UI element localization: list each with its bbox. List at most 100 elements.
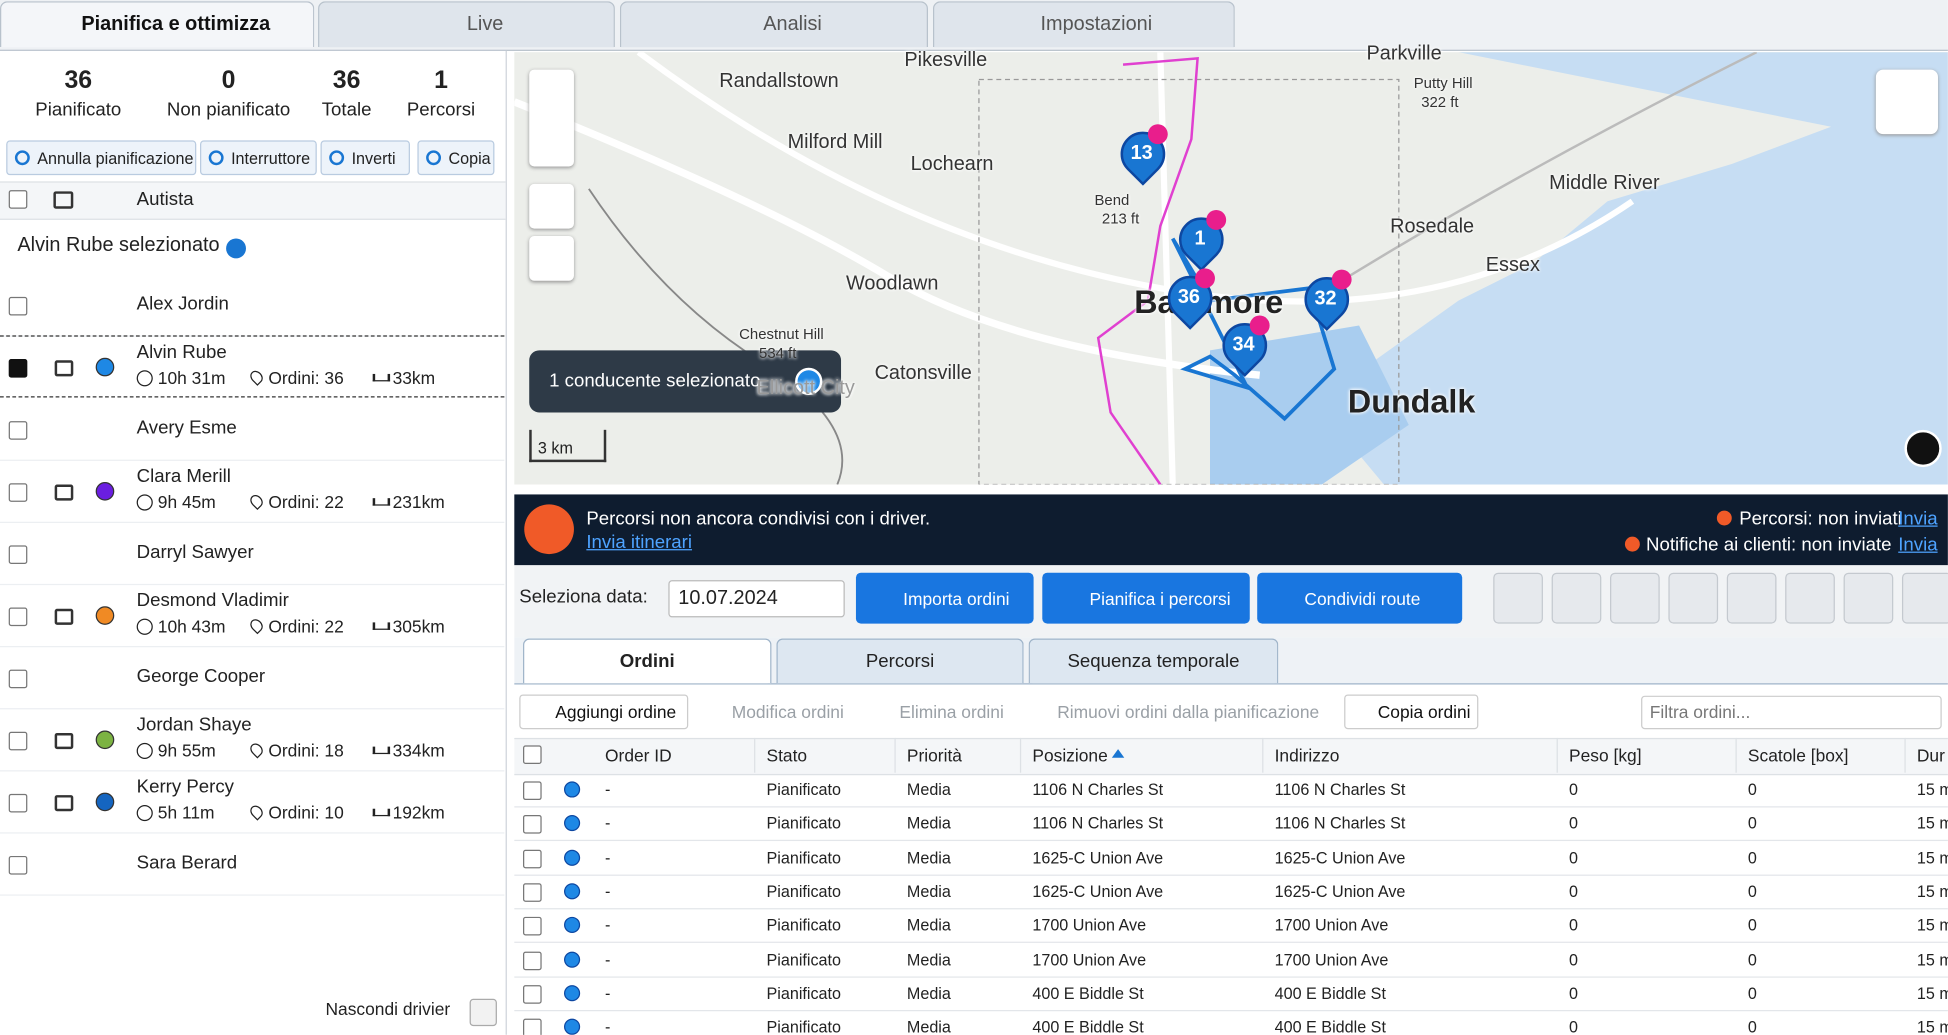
status-link[interactable]: Invia — [1898, 534, 1938, 556]
icon-button[interactable] — [1493, 572, 1543, 624]
date-input[interactable] — [668, 580, 845, 618]
layers-button[interactable] — [1875, 69, 1938, 135]
icon-button[interactable] — [1785, 572, 1835, 624]
cell: 1106 N Charles St — [1032, 780, 1164, 799]
checkbox[interactable] — [523, 984, 542, 1004]
checkbox[interactable] — [523, 849, 542, 868]
table-row[interactable] — [514, 841, 1948, 876]
column-header[interactable]: Scatole [box] — [1747, 745, 1849, 766]
tab[interactable]: Live — [318, 1, 615, 48]
info-button[interactable] — [1904, 429, 1942, 468]
filter-input[interactable] — [1641, 695, 1942, 730]
lock-icon[interactable] — [54, 795, 74, 812]
icon-button[interactable] — [1668, 572, 1719, 624]
toast-label: 1 conducente selezionato — [549, 370, 761, 392]
toolbar-button[interactable]: Interruttore — [200, 140, 317, 176]
icon-button[interactable] — [1726, 572, 1777, 624]
cell: 15 m — [1916, 847, 1948, 867]
copy-orders[interactable] — [1344, 694, 1479, 730]
status-dot — [564, 950, 581, 968]
stat-label: Pianificato — [35, 99, 122, 121]
draw-rectangle[interactable] — [529, 236, 574, 281]
table-row[interactable] — [514, 942, 1948, 978]
add-order[interactable] — [519, 694, 689, 730]
clear-selection[interactable] — [226, 238, 246, 259]
toolbar-button[interactable]: Annulla pianificazione — [6, 140, 197, 176]
checkbox[interactable] — [8, 731, 28, 751]
lock-icon[interactable] — [54, 360, 74, 377]
icon-button[interactable] — [1843, 572, 1894, 624]
driver-row — [0, 832, 505, 896]
tab[interactable]: Impostazioni — [932, 1, 1235, 48]
status-label: Percorsi: non inviati — [1739, 508, 1902, 530]
action[interactable]: Copia ordini — [1377, 701, 1471, 722]
map-marker-badge — [1147, 124, 1168, 145]
checkbox[interactable] — [523, 1018, 542, 1035]
map-label: Bend — [1094, 191, 1130, 209]
share-button[interactable]: Condividi route — [1257, 572, 1463, 624]
map-label: Middle River — [1549, 172, 1660, 194]
checkbox[interactable] — [8, 607, 28, 627]
table-row[interactable] — [514, 874, 1948, 910]
checkbox[interactable] — [8, 545, 28, 565]
lock-icon[interactable] — [54, 484, 74, 501]
checkbox[interactable] — [523, 781, 542, 801]
column-header[interactable]: Indirizzo — [1274, 745, 1340, 766]
lock-icon[interactable] — [54, 732, 74, 750]
table-row[interactable] — [514, 1010, 1948, 1035]
import-button[interactable]: Importa ordini — [855, 572, 1034, 624]
table-row[interactable] — [514, 807, 1948, 842]
driver-orders: Ordini: 18 — [268, 740, 344, 761]
collapse-button[interactable] — [469, 998, 497, 1027]
checkbox[interactable] — [8, 421, 28, 440]
column-header[interactable]: Posizione — [1032, 745, 1108, 766]
driver-color — [95, 606, 115, 625]
checkbox[interactable] — [8, 483, 28, 502]
checkbox[interactable] — [8, 855, 28, 875]
column-header[interactable]: Dur — [1916, 745, 1945, 766]
zoom-controls[interactable] — [529, 69, 574, 167]
checkbox[interactable] — [8, 190, 28, 209]
banner-link[interactable]: Invia itinerari — [586, 531, 693, 553]
checkbox[interactable] — [523, 917, 542, 936]
column-header[interactable]: Stato — [766, 745, 808, 766]
checkbox[interactable] — [523, 745, 542, 765]
lock-icon[interactable] — [54, 608, 74, 625]
checkbox[interactable] — [8, 359, 28, 378]
column-header[interactable]: Order ID — [605, 745, 672, 766]
cell: - — [605, 847, 611, 867]
table-row[interactable] — [514, 976, 1948, 1011]
checkbox[interactable] — [8, 669, 28, 689]
plan-button[interactable]: Pianifica i percorsi — [1042, 572, 1250, 624]
action[interactable]: Aggiungi ordine — [555, 701, 677, 722]
tab[interactable]: Analisi — [619, 1, 928, 48]
table-row[interactable] — [514, 773, 1948, 808]
tab[interactable]: Pianifica e ottimizza — [0, 1, 315, 48]
column-header: Autista — [136, 188, 194, 210]
cell: 1106 N Charles St — [1032, 814, 1164, 833]
status-dot — [1716, 510, 1732, 526]
map-label: Putty Hill — [1413, 74, 1473, 92]
status-link[interactable]: Invia — [1898, 508, 1938, 530]
stat-value: 36 — [64, 67, 93, 95]
hide-drivers[interactable]: Nascondi drivier — [325, 998, 451, 1019]
subtab[interactable]: Sequenza temporale — [1028, 638, 1279, 684]
icon-button[interactable] — [1901, 572, 1948, 624]
column-header[interactable]: Priorità — [906, 745, 962, 766]
toast-close[interactable] — [795, 367, 823, 396]
checkbox[interactable] — [8, 793, 28, 813]
subtab[interactable]: Ordini — [523, 638, 772, 684]
checkbox[interactable] — [523, 883, 542, 902]
checkbox[interactable] — [523, 815, 542, 834]
icon-button[interactable] — [1551, 572, 1602, 624]
subtab[interactable]: Percorsi — [776, 638, 1024, 684]
column-header[interactable]: Peso [kg] — [1569, 745, 1642, 766]
table-row[interactable] — [514, 908, 1948, 944]
draw-polygon[interactable] — [529, 183, 574, 229]
checkbox[interactable] — [8, 296, 28, 316]
toolbar-button[interactable]: Copia — [417, 140, 495, 176]
icon-button[interactable] — [1610, 572, 1660, 624]
tab-label: Live — [466, 13, 504, 35]
checkbox[interactable] — [523, 950, 542, 970]
toolbar-button[interactable]: Inverti — [320, 140, 410, 176]
